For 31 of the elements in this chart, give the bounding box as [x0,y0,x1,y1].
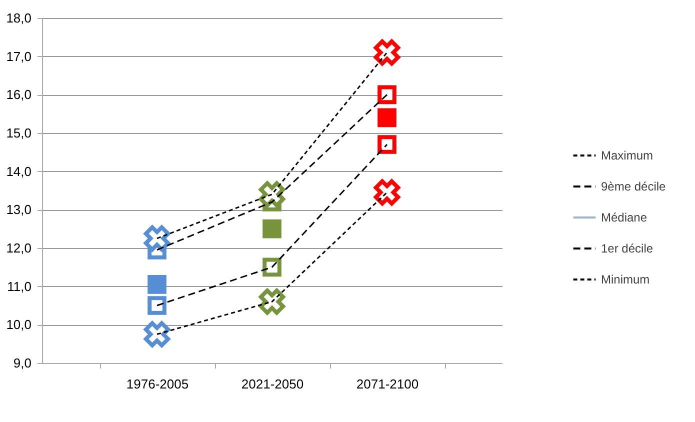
point [148,296,166,315]
y-tick-label: 11,0 [7,278,32,294]
point [378,135,396,154]
y-tick-label: 10,0 [6,317,32,332]
x-tick-label: 2071-2100 [356,376,419,392]
y-tick-label: 12,0 [6,240,32,256]
y-tick-label: 18,0 [6,10,32,26]
point [144,225,170,252]
y-tick-label: 15,0 [6,126,32,140]
x-tick-label: 1976-2005 [126,376,189,392]
y-tick-label: 13,0 [6,202,32,218]
y-tick-label: 9,0 [13,356,32,370]
point [378,108,396,128]
point [144,321,170,348]
point [374,179,400,206]
point [262,219,282,238]
point [262,258,282,277]
y-tick-label: 16,0 [6,87,32,102]
point [374,39,400,66]
point [258,181,286,208]
point [148,275,166,294]
legend-label: Maximum [601,148,654,162]
y-tick-label: 14,0 [6,164,32,179]
x-tick-label: 2021-2050 [241,376,304,392]
legend-label: Minimum [601,272,650,286]
point [258,288,286,315]
text: Médiane [601,210,648,224]
point [378,85,396,104]
legend-label: 9ème décile [601,180,666,194]
legend-label: 1er décile [601,242,654,256]
y-tick-label: 17,0 [6,48,32,64]
